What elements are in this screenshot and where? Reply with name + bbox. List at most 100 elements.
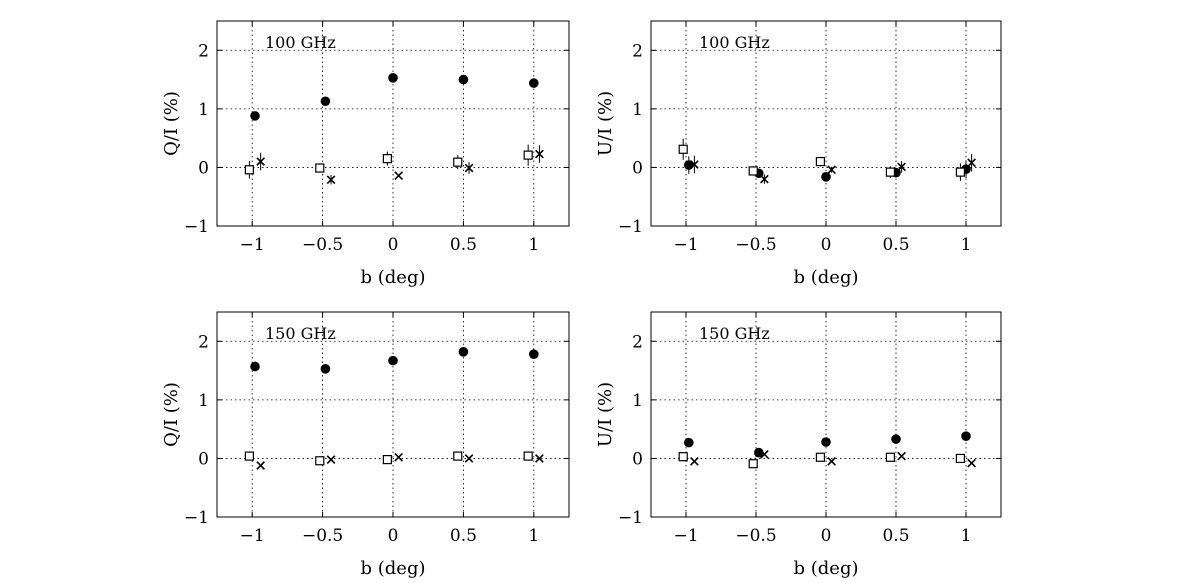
y-tick-label: 0 xyxy=(198,449,209,469)
y-tick-label: −1 xyxy=(184,217,209,237)
data-point-cross xyxy=(394,452,403,462)
cross-stroke xyxy=(256,157,266,166)
chart-panel-2: −1 −0.5 0 0.5 1 −1 0 1 2 100 GHz b (deg) U/I (%) xyxy=(595,20,1002,288)
y-tick-label: 0 xyxy=(198,158,209,178)
x-axis-label: b (deg) xyxy=(361,267,426,288)
y-axis-label: Q/I (%) xyxy=(161,91,182,156)
y-tick-label: 2 xyxy=(198,41,209,61)
panel-label: 150 GHz xyxy=(265,324,336,343)
data-point-cross xyxy=(535,454,544,463)
cross-stroke xyxy=(535,454,544,463)
y-axis-label: Q/I (%) xyxy=(161,382,182,447)
panel-label: 150 GHz xyxy=(699,324,770,343)
x-tick-label: 0 xyxy=(821,526,832,546)
data-point-square xyxy=(315,456,325,466)
data-point-square xyxy=(453,157,463,167)
cross-stroke xyxy=(897,451,906,461)
cross-stroke xyxy=(690,160,699,169)
cross-stroke xyxy=(827,456,836,466)
data-point-circle xyxy=(250,111,260,121)
cross-stroke xyxy=(535,149,544,159)
cross-stroke xyxy=(760,449,769,459)
data-point-square xyxy=(382,154,392,164)
x-tick-label: 0 xyxy=(388,235,399,255)
x-tick-label: −0.5 xyxy=(302,526,343,546)
y-tick-label: 1 xyxy=(198,391,209,411)
x-tick-label: −0.5 xyxy=(735,235,776,255)
x-axis-label: b (deg) xyxy=(361,558,426,579)
x-tick-label: 0.5 xyxy=(882,235,909,255)
data-point-cross xyxy=(897,451,906,461)
panel-label: 100 GHz xyxy=(265,33,336,52)
data-point-square xyxy=(315,163,325,173)
x-tick-label: −1 xyxy=(673,235,698,255)
cross-stroke xyxy=(326,175,336,185)
y-axis-label: U/I (%) xyxy=(595,382,616,447)
cross-stroke xyxy=(326,455,336,464)
x-tick-label: 0.5 xyxy=(450,235,477,255)
data-point-cross xyxy=(326,175,336,185)
data-point-square xyxy=(244,451,254,461)
data-point-cross xyxy=(690,160,699,169)
cross-stroke xyxy=(967,458,976,468)
cross-stroke xyxy=(690,456,699,466)
y-tick-label: −1 xyxy=(618,508,643,528)
x-tick-label: −1 xyxy=(240,526,265,546)
data-point-square xyxy=(885,452,896,462)
data-point-circle xyxy=(684,437,694,448)
cross-stroke xyxy=(464,163,474,173)
y-tick-label: 2 xyxy=(198,332,209,352)
x-tick-label: −0.5 xyxy=(302,235,343,255)
y-tick-label: 1 xyxy=(632,391,643,411)
data-point-circle xyxy=(458,347,469,357)
y-tick-label: −1 xyxy=(618,217,643,237)
data-point-cross xyxy=(256,157,266,166)
data-point-circle xyxy=(388,73,398,83)
x-tick-label: −1 xyxy=(240,235,265,255)
data-point-cross xyxy=(326,455,336,464)
cross-stroke xyxy=(464,454,474,463)
data-point-cross xyxy=(897,162,906,172)
x-tick-label: 1 xyxy=(528,526,539,546)
data-point-square xyxy=(748,166,758,176)
y-tick-label: −1 xyxy=(184,508,209,528)
data-point-circle xyxy=(388,355,398,366)
data-point-square xyxy=(815,452,826,462)
cross-stroke xyxy=(967,158,976,168)
data-point-circle xyxy=(821,172,831,182)
data-point-cross xyxy=(535,149,544,159)
data-point-circle xyxy=(821,437,831,447)
data-point-circle xyxy=(961,431,971,441)
cross-stroke xyxy=(827,165,836,175)
data-point-circle xyxy=(529,78,539,88)
y-axis-label: U/I (%) xyxy=(595,91,616,156)
data-point-cross xyxy=(464,163,474,173)
data-point-square xyxy=(523,451,533,461)
data-point-square xyxy=(748,459,758,469)
chart-panel-3: −1 −0.5 0 0.5 1 −1 0 1 2 150 GHz b (deg) Q/I (%) xyxy=(161,311,570,579)
chart-panel-4: −1 −0.5 0 0.5 1 −1 0 1 2 150 GHz b (deg) U/I (%) xyxy=(595,311,1002,579)
data-point-cross xyxy=(760,174,769,184)
data-point-circle xyxy=(320,96,331,107)
data-point-circle xyxy=(320,364,331,374)
cross-stroke xyxy=(760,174,769,184)
cross-stroke xyxy=(394,171,403,180)
data-point-square xyxy=(955,167,966,177)
data-point-cross xyxy=(256,461,266,470)
x-tick-label: 0 xyxy=(388,526,399,546)
data-point-cross xyxy=(760,449,769,459)
x-tick-label: 0.5 xyxy=(882,526,909,546)
data-point-cross xyxy=(690,456,699,466)
data-point-square xyxy=(815,156,826,167)
cross-stroke xyxy=(394,452,403,462)
y-tick-label: 2 xyxy=(632,332,643,352)
x-tick-label: −0.5 xyxy=(735,526,776,546)
cross-stroke xyxy=(897,162,906,172)
panel-label: 100 GHz xyxy=(699,33,770,52)
chart-panel-1: −1 −0.5 0 0.5 1 −1 0 1 2 100 GHz b (deg) Q/I (%) xyxy=(161,20,570,288)
x-tick-label: 0.5 xyxy=(450,526,477,546)
y-tick-label: 0 xyxy=(632,158,643,178)
data-point-circle xyxy=(458,74,469,85)
x-tick-label: 1 xyxy=(961,526,972,546)
